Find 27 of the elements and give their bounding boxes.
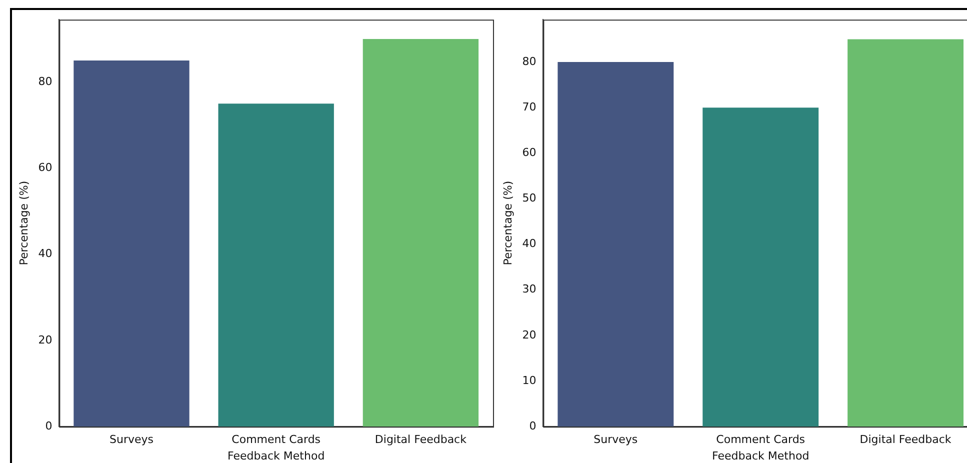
x-tick-label: Comment Cards — [716, 433, 806, 446]
y-tick-label: 40 — [522, 237, 536, 250]
x-tick-label: Digital Feedback — [374, 433, 468, 446]
x-axis-title: Feedback Method — [228, 449, 325, 462]
y-tick-label: 20 — [38, 333, 52, 346]
y-tick-label: 10 — [522, 374, 536, 387]
y-tick-label: 80 — [38, 74, 52, 88]
x-axis-title: Feedback Method — [712, 449, 810, 462]
y-tick-label: 70 — [522, 100, 536, 114]
y-tick-label: 30 — [522, 282, 536, 296]
y-tick-label: 80 — [522, 54, 536, 68]
y-tick-label: 50 — [522, 192, 536, 205]
y-tick-label: 60 — [522, 146, 536, 159]
x-tick-label: Comment Cards — [232, 433, 321, 446]
y-axis-title: Percentage (%) — [501, 180, 514, 266]
y-axis-title: Percentage (%) — [17, 180, 30, 266]
y-tick-label: 0 — [529, 419, 536, 432]
x-tick-label: Digital Feedback — [860, 433, 952, 446]
x-tick-label: Surveys — [110, 433, 154, 446]
y-tick-label: 20 — [522, 328, 536, 342]
y-tick-label: 0 — [45, 419, 52, 432]
y-tick-label: 60 — [38, 161, 52, 174]
y-tick-label: 40 — [38, 247, 52, 260]
bar — [558, 62, 674, 427]
bar — [702, 108, 819, 427]
x-tick-label: Surveys — [594, 433, 638, 446]
bar — [848, 39, 964, 427]
